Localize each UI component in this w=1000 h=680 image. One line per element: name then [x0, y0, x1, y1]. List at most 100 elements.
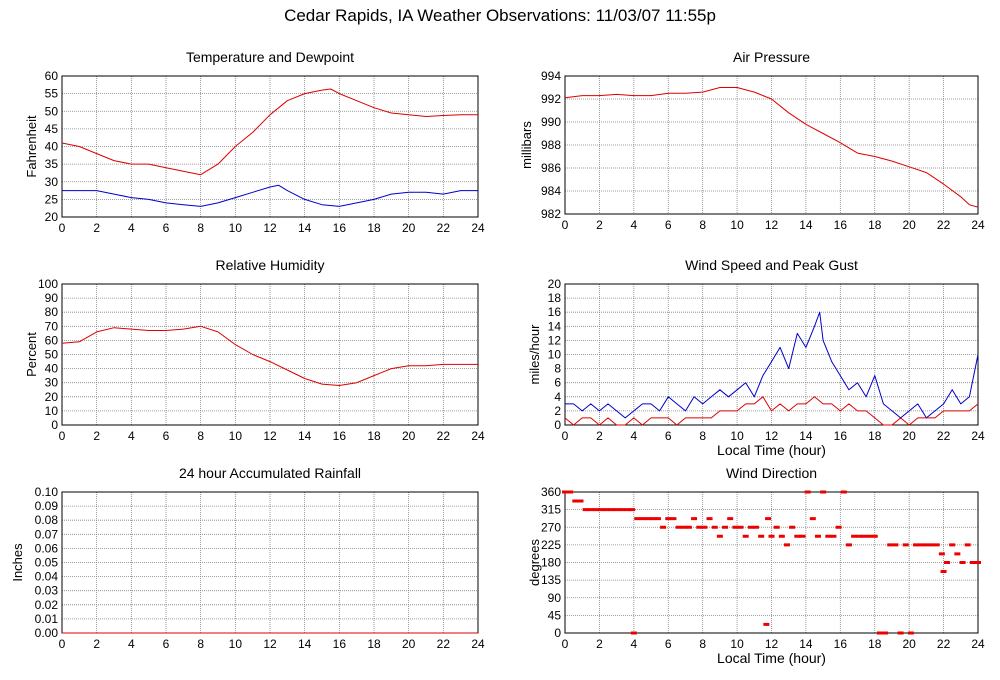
data-point [603, 508, 610, 512]
x-tick-label: 18 [868, 429, 882, 443]
x-tick-label: 6 [163, 221, 170, 235]
y-tick-label: 30 [45, 175, 59, 189]
data-point [644, 517, 651, 521]
x-tick-label: 20 [402, 221, 416, 235]
y-tick-label: 0.09 [35, 499, 59, 513]
y-axis-label: millibars [519, 121, 534, 169]
page-title: Cedar Rapids, IA Weather Observations: 1… [284, 6, 716, 25]
x-tick-label: 8 [197, 221, 204, 235]
x-tick-label: 16 [333, 429, 347, 443]
x-tick-label: 4 [630, 218, 637, 232]
x-tick-label: 22 [937, 637, 951, 651]
data-point [954, 552, 961, 556]
x-tick-label: 14 [298, 221, 312, 235]
y-tick-label: 315 [541, 503, 561, 517]
y-tick-label: 0.08 [35, 513, 59, 527]
y-tick-label: 0.01 [35, 612, 59, 626]
x-tick-label: 6 [163, 429, 170, 443]
data-point [608, 508, 615, 512]
data-point [830, 534, 837, 538]
x-tick-label: 14 [799, 637, 813, 651]
y-axis-label: Fahrenheit [24, 115, 39, 178]
chart-title: Wind Direction [726, 465, 817, 481]
x-tick-label: 20 [402, 429, 416, 443]
x-tick-label: 6 [665, 637, 672, 651]
y-tick-label: 986 [541, 161, 561, 175]
data-point [773, 525, 780, 529]
chart-title: Wind Speed and Peak Gust [685, 257, 858, 273]
data-point [913, 543, 920, 547]
y-tick-label: 0.00 [35, 626, 59, 640]
data-point [861, 534, 868, 538]
chart-title: Relative Humidity [216, 257, 325, 273]
chart-title: Air Pressure [733, 49, 810, 65]
data-point [613, 508, 620, 512]
chart-title: Temperature and Dewpoint [186, 49, 354, 65]
data-point [722, 525, 729, 529]
data-point [918, 543, 925, 547]
data-point [630, 631, 637, 635]
y-tick-label: 360 [541, 485, 561, 499]
y-tick-label: 90 [548, 591, 562, 605]
x-tick-label: 0 [562, 429, 569, 443]
data-point [840, 490, 847, 494]
y-tick-label: 270 [541, 520, 561, 534]
data-point [866, 534, 873, 538]
x-tick-label: 2 [596, 637, 603, 651]
y-tick-label: 982 [541, 207, 561, 221]
x-tick-label: 24 [471, 637, 485, 651]
x-tick-label: 10 [229, 637, 243, 651]
x-tick-label: 24 [971, 637, 985, 651]
x-tick-label: 14 [298, 429, 312, 443]
x-tick-label: 18 [367, 637, 381, 651]
data-point [623, 508, 630, 512]
x-tick-label: 4 [128, 221, 135, 235]
x-tick-label: 4 [630, 637, 637, 651]
y-axis-label: miles/hour [527, 324, 542, 385]
y-tick-label: 10 [548, 348, 562, 362]
data-point [654, 517, 661, 521]
y-tick-label: 180 [541, 556, 561, 570]
y-tick-label: 20 [45, 210, 59, 224]
x-tick-label: 0 [59, 637, 66, 651]
y-tick-label: 994 [541, 69, 561, 83]
x-tick-label: 18 [868, 637, 882, 651]
data-point [825, 534, 832, 538]
data-point [876, 631, 883, 635]
series-line-2 [564, 396, 979, 426]
data-point [716, 534, 723, 538]
data-point [794, 534, 801, 538]
data-point [634, 517, 641, 521]
y-tick-label: 4 [554, 390, 561, 404]
x-tick-label: 2 [596, 218, 603, 232]
y-tick-label: 2 [554, 404, 561, 418]
x-tick-label: 24 [471, 429, 485, 443]
x-tick-label: 22 [437, 429, 451, 443]
data-point [701, 525, 708, 529]
data-point [711, 525, 718, 529]
data-point [897, 631, 904, 635]
y-tick-label: 992 [541, 92, 561, 106]
x-tick-label: 16 [333, 637, 347, 651]
data-point [809, 517, 816, 521]
y-axis-label: degrees [527, 539, 542, 586]
plot-frame [61, 75, 479, 218]
x-tick-label: 18 [868, 218, 882, 232]
data-point [938, 552, 945, 556]
x-tick-label: 20 [402, 637, 416, 651]
x-tick-label: 24 [471, 221, 485, 235]
x-tick-label: 8 [699, 429, 706, 443]
data-point [882, 631, 889, 635]
x-tick-label: 2 [93, 221, 100, 235]
plot-frame [564, 75, 979, 215]
y-tick-label: 988 [541, 138, 561, 152]
data-point [732, 525, 739, 529]
data-point [778, 534, 785, 538]
x-tick-label: 10 [229, 221, 243, 235]
x-tick-label: 2 [93, 429, 100, 443]
y-tick-label: 0 [51, 418, 58, 432]
y-tick-label: 16 [548, 305, 562, 319]
